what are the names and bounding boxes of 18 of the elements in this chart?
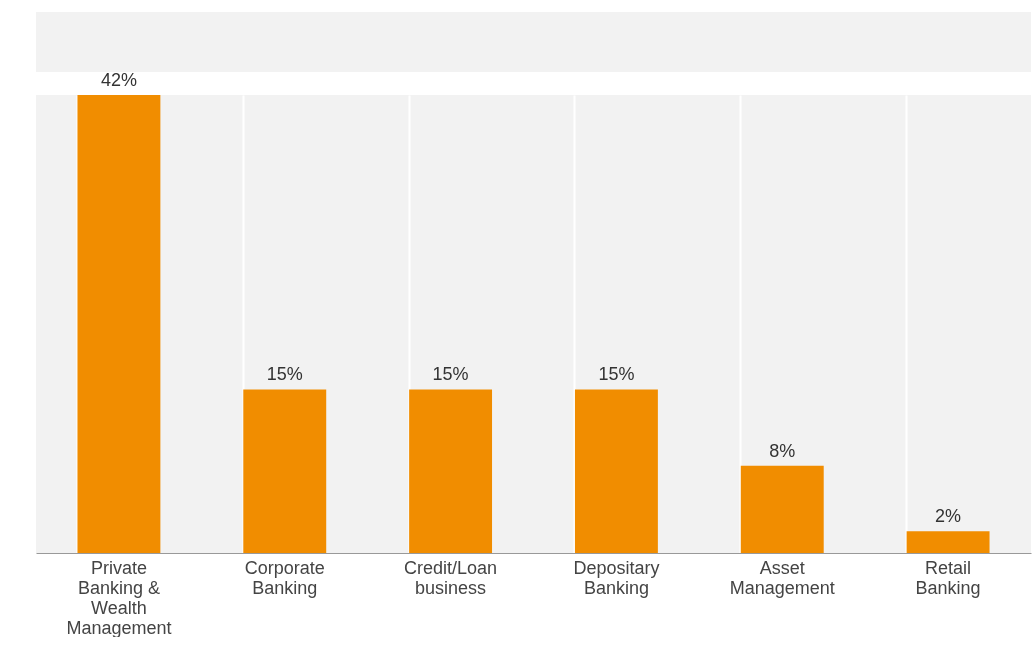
data-label: 15% (266, 364, 303, 385)
x-tick-label: Corporate Banking (244, 557, 325, 598)
x-tick-label: Retail Banking (915, 557, 981, 598)
bar (243, 389, 327, 553)
x-tick-label: Asset Management (729, 557, 835, 598)
data-label: 42% (100, 70, 137, 90)
bar (574, 389, 658, 553)
data-label: 8% (769, 440, 796, 461)
bar (906, 531, 990, 553)
data-label: 2% (935, 506, 962, 527)
x-tick-label: Credit/Loan business (404, 557, 498, 598)
bar (740, 465, 824, 553)
data-label: 15% (598, 364, 635, 385)
bar (409, 389, 493, 553)
x-tick-label: Depositary Banking (573, 557, 660, 598)
bar (77, 95, 161, 553)
data-label: 15% (432, 364, 469, 385)
x-tick-label: Private Banking & Wealth Management (66, 557, 172, 638)
